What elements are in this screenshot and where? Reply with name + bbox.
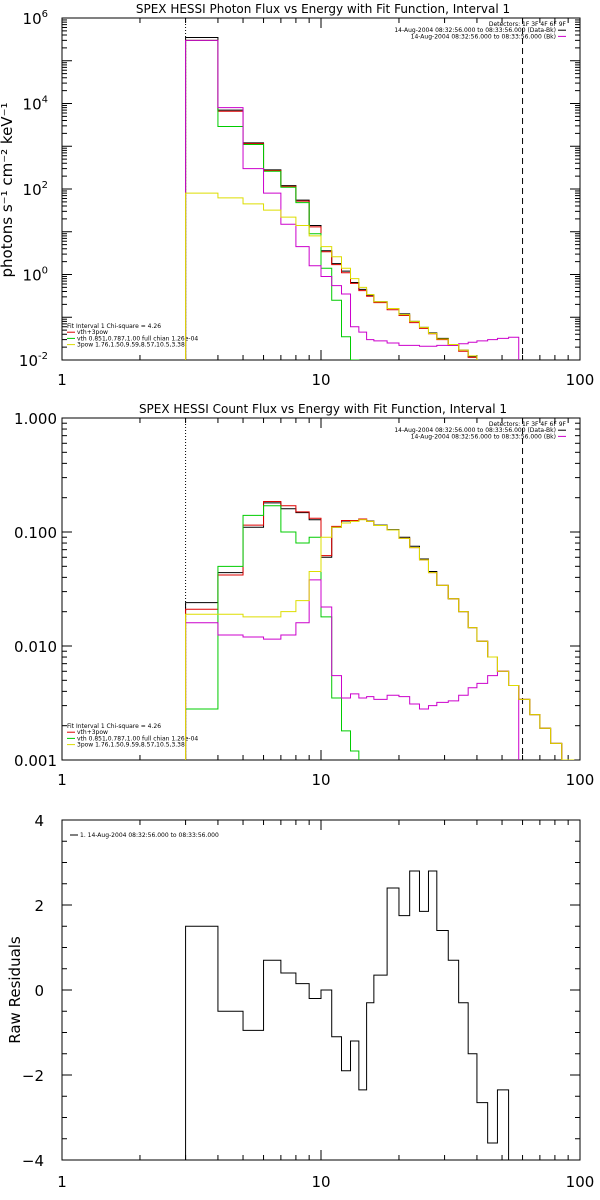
- series-vth-3pow: [185, 501, 575, 760]
- y-tick-label: 106: [23, 9, 48, 28]
- photon-flux-title: SPEX HESSI Photon Flux vs Energy with Fi…: [136, 2, 510, 16]
- x-tick-label: 10: [311, 771, 330, 789]
- photon-flux-panel: SPEX HESSI Photon Flux vs Energy with Fi…: [0, 2, 594, 389]
- residuals-panel: Raw Residuals 1 10 100 −4 −2 0 2 4 1. 14-Aug-20…: [6, 812, 594, 1191]
- count-flux-title: SPEX HESSI Count Flux vs Energy with Fit…: [139, 402, 507, 416]
- y-tick-label: 104: [23, 95, 48, 114]
- count-flux-tick-labels: 1 10 100 0.001 0.010 0.100 1.000: [14, 410, 594, 789]
- legend-entry: Fit Interval 1 Chi-square = 4.26: [67, 323, 161, 330]
- legend-entry: 14-Aug-2004 08:32:56.000 to 08:33:56.000…: [411, 433, 556, 440]
- legend-entry: vth 0.851,0.787,1.00 full chian 1.26e-04: [77, 735, 198, 742]
- x-tick-label: 10: [311, 371, 330, 389]
- legend-entry: 14-Aug-2004 08:32:56.000 to 08:33:56.000…: [394, 27, 556, 34]
- x-tick-label: 1: [57, 1173, 67, 1191]
- x-tick-label: 100: [566, 771, 595, 789]
- legend-entry: vth+3pow: [77, 329, 108, 336]
- x-tick-label: 100: [566, 1173, 595, 1191]
- legend-entry: vth+3pow: [77, 729, 108, 736]
- count-flux-legend-bottom: Fit Interval 1 Chi-square = 4.26vth+3pow…: [67, 723, 198, 749]
- series-data-bk: [185, 502, 575, 760]
- y-tick-label: 2: [34, 897, 44, 915]
- residuals-legend-top: 1. 14-Aug-2004 08:32:56.000 to 08:33:56.…: [70, 832, 219, 839]
- series-bk: [185, 579, 520, 760]
- y-tick-label: −4: [22, 1152, 44, 1170]
- series-vth-3pow: [185, 39, 478, 360]
- series-3pow: [185, 519, 575, 760]
- photon-flux-tick-labels: 1 10 100 10-2 100 102 104 106: [19, 9, 594, 389]
- legend-entry: Detectors: 1F 3F 4F 6F 9F: [489, 421, 567, 428]
- legend-entry: Fit Interval 1 Chi-square = 4.26: [67, 723, 161, 730]
- photon-flux-ylabel: photons s⁻¹ cm⁻² keV⁻¹: [0, 103, 16, 278]
- series-vth: [185, 39, 360, 360]
- x-tick-label: 1: [57, 371, 67, 389]
- series-vth: [185, 505, 360, 760]
- photon-flux-plot-area: [61, 17, 581, 361]
- series-bk: [185, 39, 520, 360]
- photon-flux-legend-bottom: Fit Interval 1 Chi-square = 4.26vth+3pow…: [67, 323, 198, 349]
- y-tick-label: 1.000: [14, 410, 57, 428]
- x-tick-label: 1: [57, 771, 67, 789]
- y-tick-label: −2: [22, 1067, 44, 1085]
- y-tick-label: 100: [23, 266, 48, 285]
- y-tick-label: 10-2: [19, 351, 48, 370]
- count-flux-panel: SPEX HESSI Count Flux vs Energy with Fit…: [14, 402, 594, 789]
- legend-entry: 14-Aug-2004 08:32:56.000 to 08:33:56.000…: [394, 427, 556, 434]
- legend-entry: 3pow 1.76,1.50,9.59,8.57,10.5,3.38: [77, 742, 185, 749]
- y-tick-label: 102: [23, 180, 48, 199]
- y-tick-label: 0.001: [14, 752, 57, 770]
- y-tick-label: 4: [34, 812, 44, 830]
- series-data-bk: [185, 36, 478, 360]
- y-tick-label: 0.010: [14, 638, 57, 656]
- series-1-14-aug-2004-08-32-56-000-to-08-33-56-000: [185, 870, 510, 1160]
- x-tick-label: 100: [566, 371, 595, 389]
- legend-entry: 1. 14-Aug-2004 08:32:56.000 to 08:33:56.…: [80, 832, 219, 839]
- residuals-ylabel: Raw Residuals: [6, 936, 24, 1044]
- legend-entry: 3pow 1.76,1.50,9.59,8.57,10.5,3.38: [77, 342, 185, 349]
- series-3pow: [185, 192, 478, 360]
- y-tick-label: 0.100: [14, 524, 57, 542]
- x-tick-label: 10: [311, 1173, 330, 1191]
- legend-entry: vth 0.851,0.787,1.00 full chian 1.26e-04: [77, 335, 198, 342]
- photon-flux-axes-frame: [61, 17, 581, 361]
- residuals-tick-labels: 1 10 100 −4 −2 0 2 4: [22, 812, 594, 1191]
- count-flux-plot-area: [61, 417, 581, 761]
- residuals-plot-area: [61, 819, 581, 1161]
- legend-entry: Detectors: 1F 3F 4F 6F 9F: [489, 21, 567, 28]
- legend-entry: 14-Aug-2004 08:32:56.000 to 08:33:56.000…: [411, 33, 556, 40]
- y-tick-label: 0: [34, 982, 44, 1000]
